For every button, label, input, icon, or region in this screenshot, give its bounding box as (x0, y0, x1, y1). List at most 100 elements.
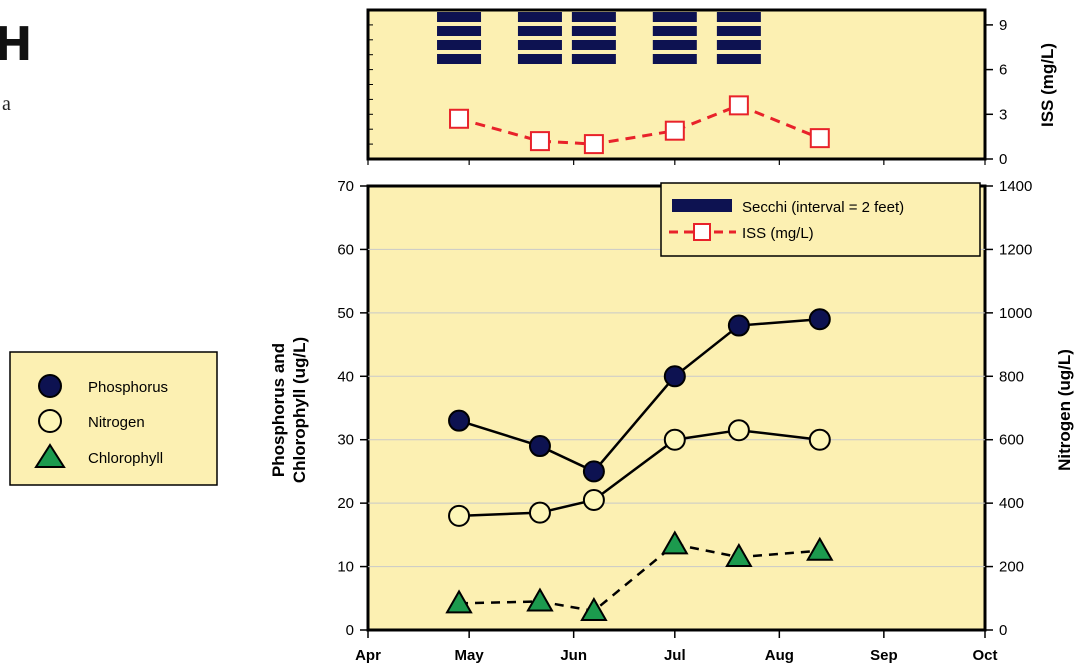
triangle-icon (34, 443, 66, 468)
legend-left-label: Chlorophyll (88, 450, 163, 467)
phosphorus-point (663, 365, 686, 388)
secchi-bar-segment (517, 12, 562, 22)
iss-axis-label: ISS (mg/L) (1038, 43, 1057, 127)
iss-axis-ticks: 0 3 6 9 (368, 17, 1007, 168)
title-fragment: H (0, 17, 33, 71)
iss-tick-label: 3 (999, 106, 1007, 123)
chlorophyll-point (445, 589, 473, 614)
left-tick-label: 10 (337, 559, 354, 576)
secchi-bar-segment (517, 26, 562, 36)
phosphorus-point (808, 308, 831, 331)
chlorophyll-point (661, 530, 689, 555)
secchi-bar-segment (652, 54, 697, 64)
month-label: Jul (664, 647, 686, 664)
iss-tick-label: 0 (999, 151, 1007, 168)
nitrogen-point (727, 419, 750, 442)
filled-circle-icon (38, 374, 62, 398)
legend-right-label: ISS (mg/L) (742, 225, 814, 242)
phosphorus-point (727, 314, 750, 337)
secchi-bar-segment (571, 26, 616, 36)
secchi-bar-segment (437, 40, 482, 50)
iss-point (529, 131, 550, 152)
nutrient-panel-frame (366, 184, 987, 632)
right-axis-label: Nitrogen (ug/L) (1055, 349, 1074, 471)
left-axis-label-line2: Chlorophyll (ug/L) (290, 337, 309, 483)
left-tick-label: 60 (337, 241, 354, 258)
nitrogen-point (448, 504, 471, 527)
iss-point (728, 95, 749, 116)
phosphorus-line (458, 317, 820, 473)
nitrogen-line (458, 428, 820, 518)
month-label: Aug (765, 647, 794, 664)
secchi-bar-segment (652, 26, 697, 36)
iss-series (449, 95, 830, 155)
secchi-bar-segment (716, 40, 761, 50)
right-tick-label: 1200 (999, 241, 1032, 258)
chlorophyll-point (580, 596, 608, 621)
phosphorus-point (528, 435, 551, 458)
iss-point (583, 134, 604, 155)
iss-point (664, 120, 685, 141)
month-label: Oct (972, 647, 997, 664)
legend-right: Secchi (interval = 2 feet) ISS (mg/L) (660, 182, 981, 257)
secchi-bar-segment (437, 12, 482, 22)
secchi-bar-segment (652, 12, 697, 22)
iss-point (449, 108, 470, 129)
phosphorus-point (448, 409, 471, 432)
secchi-bars (437, 12, 761, 64)
legend-right-label: Secchi (interval = 2 feet) (742, 199, 904, 216)
right-tick-label: 1400 (999, 178, 1032, 195)
chlorophyll-point (725, 543, 753, 568)
secchi-bar-segment (517, 54, 562, 64)
nutrient-series (445, 308, 834, 621)
legend-left: Phosphorus Nitrogen Chlorophyll (9, 351, 218, 486)
nitrogen-point (528, 501, 551, 524)
chlorophyll-point (806, 536, 834, 561)
phosphorus-point (582, 460, 605, 483)
open-circle-icon (38, 409, 62, 433)
left-tick-label: 30 (337, 432, 354, 449)
secchi-bar-segment (571, 12, 616, 22)
right-tick-label: 400 (999, 495, 1024, 512)
right-tick-label: 1000 (999, 305, 1032, 322)
right-tick-label: 0 (999, 622, 1007, 639)
month-label: Apr (355, 647, 381, 664)
iss-tick-label: 6 (999, 62, 1007, 79)
secchi-bar-segment (571, 54, 616, 64)
secchi-bar-segment (517, 40, 562, 50)
secchi-bar-segment (437, 26, 482, 36)
secchi-bar-segment (716, 26, 761, 36)
nitrogen-point (663, 428, 686, 451)
left-axis-label-line1: Phosphorus and (269, 343, 288, 477)
secchi-bar-segment (437, 54, 482, 64)
left-tick-label: 40 (337, 368, 354, 385)
secchi-bar-segment (571, 40, 616, 50)
bar-icon (672, 199, 732, 212)
left-tick-label: 70 (337, 178, 354, 195)
left-tick-label: 0 (346, 622, 354, 639)
month-label: Sep (870, 647, 898, 664)
month-label: May (455, 647, 485, 664)
subtitle-fragment: a (2, 93, 11, 115)
nitrogen-point (582, 488, 605, 511)
right-tick-label: 600 (999, 432, 1024, 449)
secchi-bar-segment (652, 40, 697, 50)
dashed-square-icon (693, 223, 711, 241)
iss-tick-label: 9 (999, 17, 1007, 34)
legend-right-box (660, 182, 981, 257)
left-tick-label: 20 (337, 495, 354, 512)
chlorophyll-line (459, 543, 820, 613)
secchi-bar-segment (716, 54, 761, 64)
left-tick-label: 50 (337, 305, 354, 322)
legend-left-label: Nitrogen (88, 414, 145, 431)
right-tick-label: 800 (999, 368, 1024, 385)
nutrient-axis-ticks: 0 10 20 30 40 50 60 70 0 200 400 600 800 1000 1200 1400… (337, 159, 1032, 664)
right-tick-label: 200 (999, 559, 1024, 576)
iss-line (458, 103, 821, 146)
chlorophyll-point (526, 587, 554, 612)
legend-left-label: Phosphorus (88, 379, 168, 396)
iss-point (809, 128, 830, 149)
secchi-bar-segment (716, 12, 761, 22)
nitrogen-point (808, 428, 831, 451)
